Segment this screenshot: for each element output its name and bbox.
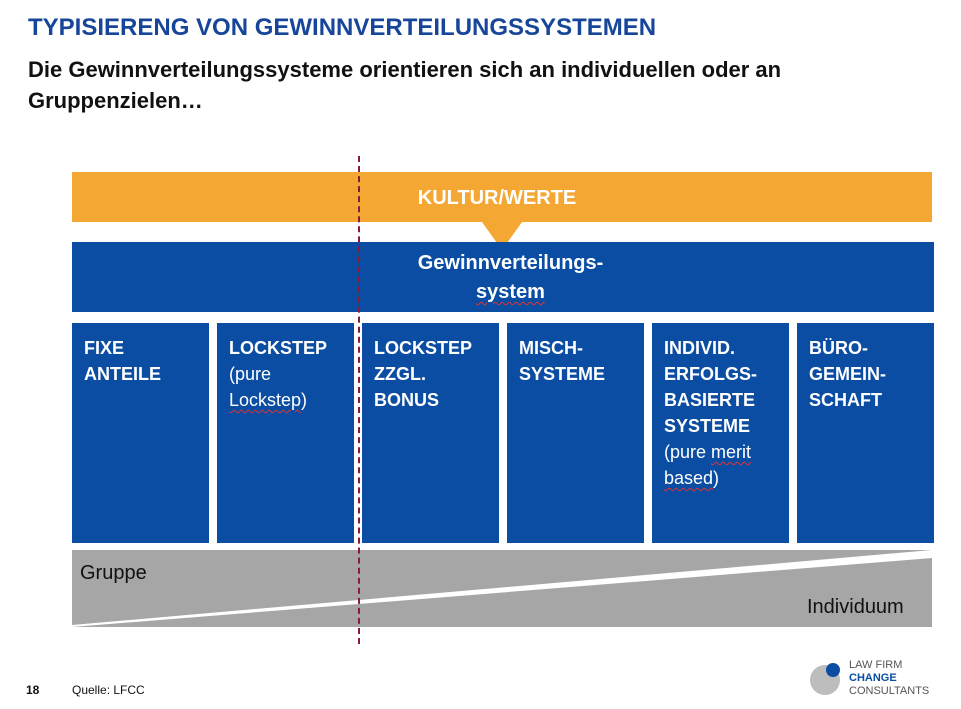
box-line: FIXE bbox=[84, 338, 125, 358]
box-note-word: merit bbox=[711, 442, 752, 462]
box-note: (pure merit bbox=[664, 439, 789, 465]
box-note-word: based bbox=[664, 468, 714, 488]
box-note-text: (pure bbox=[664, 442, 712, 462]
category-box-lockstep: LOCKSTEP (pure Lockstep) bbox=[217, 323, 354, 543]
logo-text: LAW FIRM CHANGE CONSULTANTS bbox=[849, 659, 929, 698]
category-box-fixe-anteile: FIXE ANTEILE bbox=[72, 323, 209, 543]
category-box-lockstep-bonus: LOCKSTEP ZZGL. BONUS bbox=[362, 323, 499, 543]
box-line: SYSTEME bbox=[664, 416, 751, 436]
box-line: SYSTEME bbox=[519, 364, 606, 384]
box-line: ERFOLGS- bbox=[664, 364, 757, 384]
page-subtitle: Die Gewinnverteilungssysteme orientieren… bbox=[28, 57, 782, 113]
category-box-buerogemeinschaft: BÜRO- GEMEIN- SCHAFT bbox=[797, 323, 934, 543]
logo-line1: LAW FIRM bbox=[849, 659, 903, 671]
box-line: LOCKSTEP bbox=[374, 338, 473, 358]
box-note-paren: ) bbox=[713, 468, 720, 488]
culture-values-bar: KULTUR/WERTE bbox=[72, 172, 932, 222]
system-label-line1: Gewinnverteilungs- bbox=[417, 252, 604, 274]
profit-distribution-system-bar: Gewinnverteilungs- system bbox=[72, 242, 934, 312]
dashed-divider-line bbox=[358, 156, 360, 644]
logo-circles-icon bbox=[810, 663, 840, 695]
box-note: based) bbox=[664, 465, 789, 491]
source-note: Quelle: LFCC bbox=[72, 683, 145, 697]
box-line: ZZGL. bbox=[374, 364, 426, 384]
box-line: MISCH- bbox=[519, 338, 583, 358]
system-label-line2: system bbox=[87, 281, 934, 304]
logo-circle-blue bbox=[826, 663, 840, 677]
box-line: ANTEILE bbox=[84, 364, 162, 384]
box-note-word: Lockstep bbox=[229, 390, 302, 410]
page-title: TYPISIERENG VON GEWINNVERTEILUNGSSYSTEME… bbox=[28, 14, 657, 41]
box-note: (pure bbox=[229, 364, 272, 384]
box-note-paren: ) bbox=[301, 390, 308, 410]
box-line: BONUS bbox=[374, 390, 440, 410]
system-label-word: system bbox=[476, 281, 545, 303]
box-line: BÜRO- bbox=[809, 338, 868, 358]
logo-line2: CHANGE bbox=[849, 672, 897, 684]
group-label: Gruppe bbox=[80, 562, 147, 584]
box-line: INDIVID. bbox=[664, 338, 736, 358]
individual-label: Individuum bbox=[807, 596, 904, 618]
box-line: GEMEIN- bbox=[809, 364, 887, 384]
category-box-individ-erfolgsbasiert: INDIVID. ERFOLGS- BASIERTE SYSTEME (pure… bbox=[652, 323, 789, 543]
group-individual-wedge bbox=[72, 550, 932, 627]
category-box-mischsysteme: MISCH- SYSTEME bbox=[507, 323, 644, 543]
company-logo: LAW FIRM CHANGE CONSULTANTS bbox=[808, 659, 948, 699]
box-line: BASIERTE bbox=[664, 390, 756, 410]
logo-line3: CONSULTANTS bbox=[849, 685, 930, 697]
box-note: Lockstep) bbox=[229, 387, 354, 413]
box-line: SCHAFT bbox=[809, 390, 882, 410]
box-line: LOCKSTEP bbox=[229, 338, 328, 358]
wedge-divider bbox=[72, 550, 932, 627]
culture-values-label: KULTUR/WERTE bbox=[417, 187, 577, 209]
page-number: 18 bbox=[26, 683, 40, 697]
